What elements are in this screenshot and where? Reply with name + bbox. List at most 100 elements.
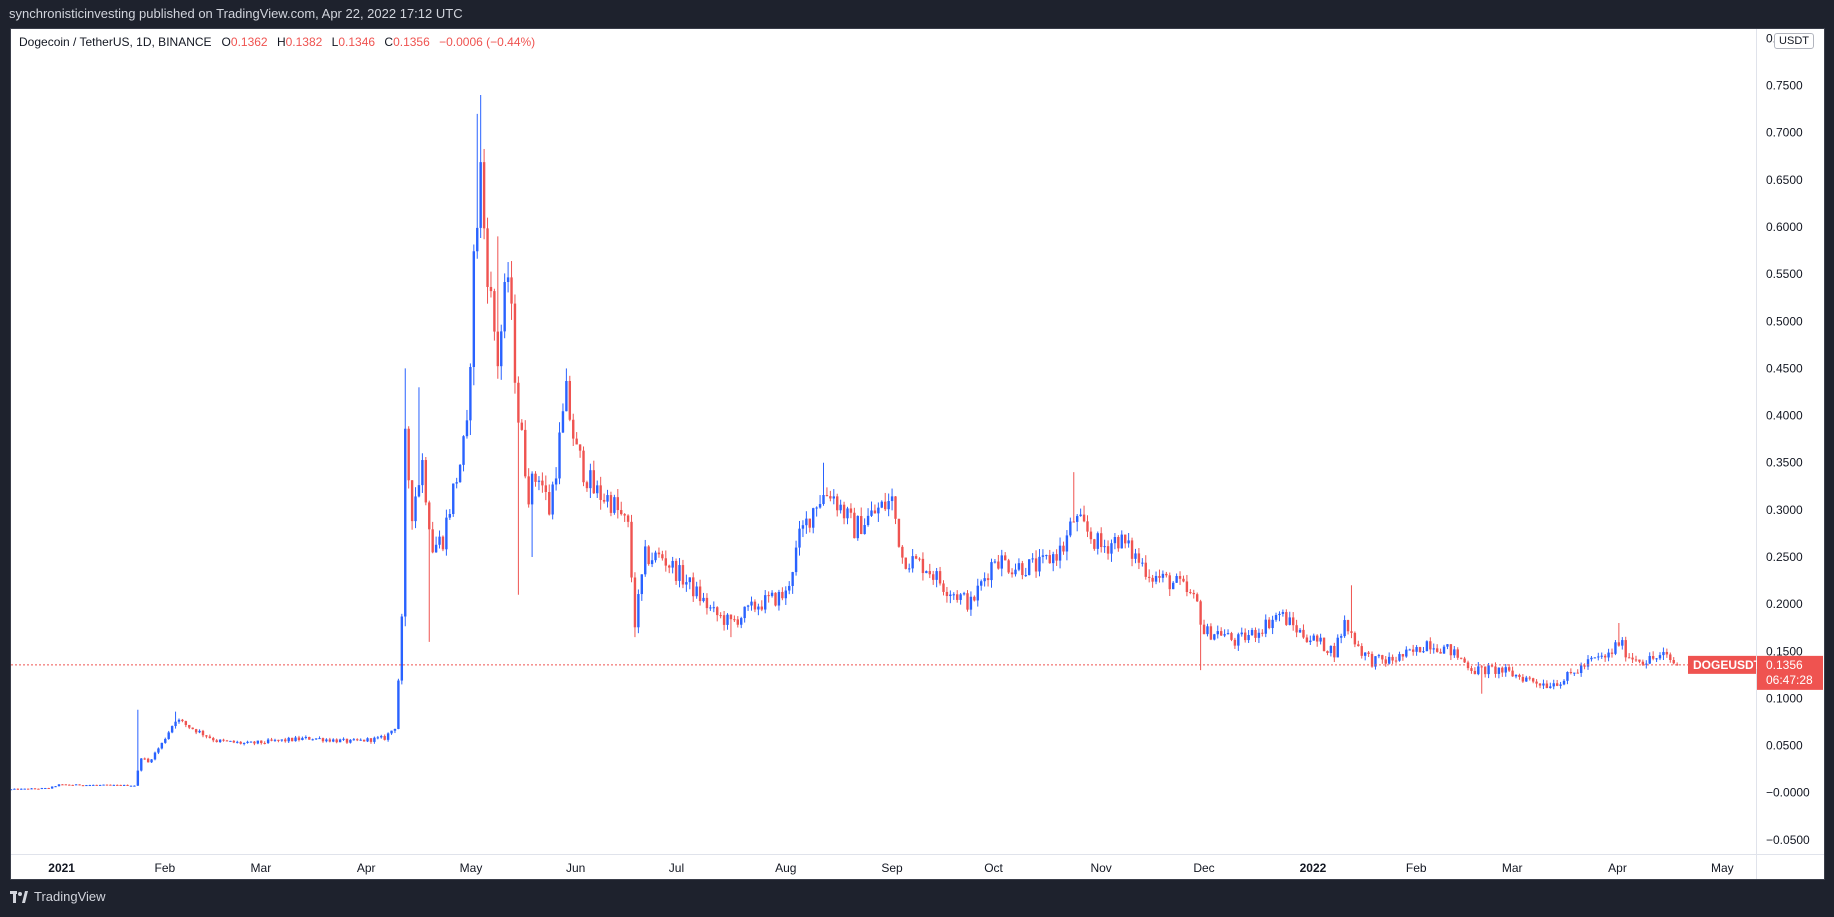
candle-body bbox=[932, 574, 935, 580]
candle-body bbox=[1171, 582, 1175, 590]
last-price-value: 0.1356 bbox=[1766, 658, 1803, 672]
x-tick-label: Jun bbox=[566, 861, 585, 875]
candle-body bbox=[74, 784, 78, 786]
candle-body bbox=[1075, 516, 1079, 522]
candle-body bbox=[589, 470, 592, 489]
candle-body bbox=[1648, 656, 1651, 664]
candle-body bbox=[702, 597, 705, 602]
candle-body bbox=[356, 739, 359, 741]
candle-body bbox=[1230, 633, 1233, 640]
candle-body bbox=[143, 758, 146, 760]
candle-body bbox=[866, 515, 870, 526]
candle-body bbox=[37, 788, 40, 790]
candle-body bbox=[1586, 659, 1590, 667]
y-tick-label: 0.2000 bbox=[1766, 597, 1803, 611]
candle-body bbox=[527, 476, 530, 505]
candle-body bbox=[1024, 575, 1027, 577]
open-value: 0.1362 bbox=[230, 35, 268, 49]
candle-body bbox=[256, 740, 260, 744]
candle-body bbox=[568, 381, 572, 420]
candle-body bbox=[40, 788, 44, 790]
candle-body bbox=[496, 331, 500, 367]
candle-body bbox=[1542, 683, 1545, 686]
candle-body bbox=[1038, 556, 1041, 572]
candle-body bbox=[565, 381, 568, 412]
candle-body bbox=[890, 496, 894, 502]
candle-body bbox=[1374, 656, 1377, 667]
candle-body bbox=[1028, 559, 1031, 576]
candle-body bbox=[956, 594, 959, 600]
candle-body bbox=[664, 558, 668, 566]
chart-frame[interactable]: 0.80000.75000.70000.65000.60000.55000.50… bbox=[10, 28, 1825, 880]
candle-body bbox=[448, 514, 452, 518]
candle-body bbox=[873, 510, 877, 514]
y-tick-label: 0.4500 bbox=[1766, 361, 1803, 375]
x-tick-label: Nov bbox=[1090, 861, 1111, 875]
candle-body bbox=[993, 561, 997, 563]
candle-body bbox=[88, 785, 92, 787]
candle-body bbox=[20, 788, 23, 790]
candle-body bbox=[61, 784, 64, 786]
candle-body bbox=[30, 788, 33, 790]
candle-body bbox=[1202, 624, 1206, 635]
candle-body bbox=[849, 508, 853, 513]
candle-body bbox=[1302, 629, 1305, 638]
candle-body bbox=[506, 277, 510, 283]
candle-body bbox=[1267, 619, 1271, 629]
candle-body bbox=[410, 480, 414, 522]
candle-body bbox=[1017, 563, 1021, 570]
x-tick-label: Apr bbox=[1608, 861, 1627, 875]
candle-body bbox=[386, 733, 390, 740]
candle-body bbox=[81, 785, 85, 787]
candle-body bbox=[1357, 644, 1360, 647]
candle-body bbox=[952, 594, 955, 596]
candle-body bbox=[942, 583, 945, 592]
candle-body bbox=[277, 739, 280, 741]
candle-body bbox=[1261, 632, 1264, 634]
candle-body bbox=[1384, 659, 1387, 664]
candle-body bbox=[1480, 666, 1483, 668]
candle-body bbox=[1658, 655, 1662, 659]
candle-body bbox=[284, 739, 287, 742]
candle-body bbox=[791, 572, 794, 586]
candle-body bbox=[966, 593, 969, 610]
candle-body bbox=[688, 577, 692, 583]
tradingview-logo-icon bbox=[10, 890, 28, 903]
candle-body bbox=[1147, 576, 1151, 578]
candle-body bbox=[925, 571, 928, 574]
candle-body bbox=[92, 784, 95, 786]
candle-body bbox=[1062, 545, 1065, 552]
candle-body bbox=[1072, 521, 1075, 523]
candle-body bbox=[551, 484, 554, 515]
candle-body bbox=[1004, 555, 1007, 561]
candle-body bbox=[1418, 647, 1422, 653]
candle-body bbox=[1569, 672, 1573, 674]
candle-body bbox=[794, 547, 798, 573]
candle-body bbox=[160, 742, 164, 749]
candle-body bbox=[136, 770, 140, 786]
candle-body bbox=[1182, 578, 1185, 582]
candle-body bbox=[1562, 680, 1566, 685]
candle-body bbox=[1555, 683, 1559, 686]
candle-body bbox=[1507, 667, 1511, 671]
candle-body bbox=[678, 565, 681, 581]
candle-body bbox=[1041, 555, 1045, 557]
candle-body bbox=[908, 568, 911, 570]
candle-body bbox=[1610, 652, 1614, 654]
tradingview-brand[interactable]: TradingView bbox=[10, 889, 106, 904]
candle-body bbox=[880, 501, 883, 508]
candle-body bbox=[1298, 629, 1302, 633]
candle-body bbox=[431, 529, 434, 553]
candle-body bbox=[359, 739, 362, 741]
currency-unit-badge[interactable]: USDT bbox=[1774, 33, 1814, 49]
candle-body bbox=[212, 738, 215, 741]
candle-body bbox=[273, 739, 277, 741]
candle-body bbox=[541, 480, 544, 486]
candle-body bbox=[530, 473, 534, 505]
candle-body bbox=[753, 601, 757, 610]
candle-body bbox=[575, 438, 578, 445]
candle-body bbox=[304, 736, 308, 738]
candle-body bbox=[1322, 637, 1326, 652]
candlestick-chart[interactable]: 0.80000.75000.70000.65000.60000.55000.50… bbox=[11, 29, 1824, 879]
candle-body bbox=[1151, 577, 1154, 582]
